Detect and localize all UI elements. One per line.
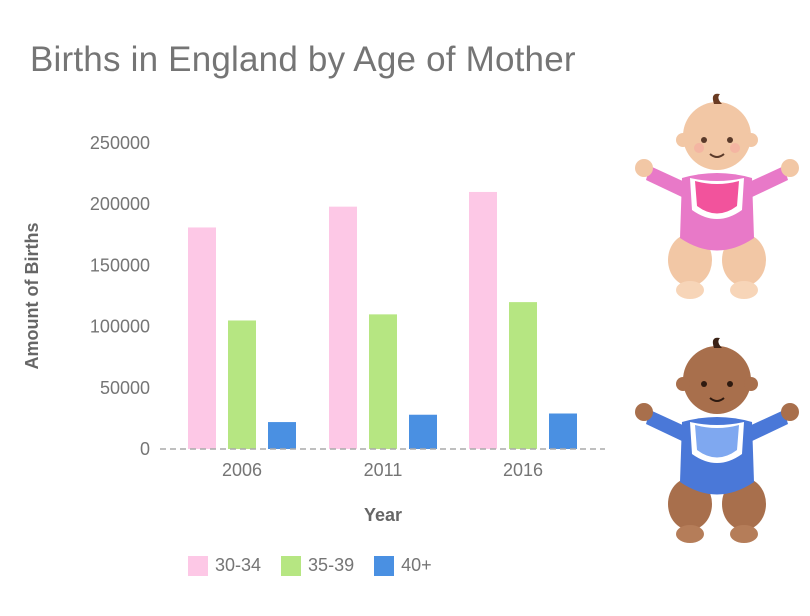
legend-swatch [188,555,208,576]
x-tick-label: 2011 [364,460,403,480]
bar-35-39-2011[interactable] [369,314,397,449]
bar-30-34-2011[interactable] [329,206,357,449]
legend-label: 30-34 [215,555,262,575]
bar-30-34-2016[interactable] [469,191,497,449]
legend-item-30-34[interactable]: 30-34 [188,555,261,576]
legend: 30-34 35-39 40+ [188,555,452,576]
legend-item-35-39[interactable]: 35-39 [281,555,354,576]
x-tick-label: 2016 [503,460,543,480]
y-tick-label: 200000 [90,194,150,214]
y-tick-label: 100000 [90,317,150,337]
bar-40-plus-2016[interactable] [549,413,577,449]
bar-35-39-2006[interactable] [228,320,256,449]
legend-label: 40+ [401,555,432,575]
bar-40-plus-2006[interactable] [268,422,296,449]
x-tick-label: 2006 [222,460,262,480]
legend-swatch [281,555,302,576]
baby-girl-pink-onesie-icon [635,93,799,299]
y-tick-label: 150000 [90,255,150,275]
x-axis-title: Year [364,505,402,525]
legend-swatch [374,555,395,576]
y-axis-title: Amount of Births [22,223,42,370]
y-tick-label: 0 [140,439,150,459]
legend-item-40-plus[interactable]: 40+ [374,555,432,576]
bar-30-34-2006[interactable] [188,227,216,449]
legend-label: 35-39 [308,555,355,575]
bar-40-plus-2011[interactable] [409,414,437,449]
y-tick-label: 250000 [90,133,150,153]
bar-35-39-2016[interactable] [509,302,537,449]
y-tick-label: 50000 [100,378,150,398]
baby-boy-blue-onesie-icon [635,337,799,543]
chart-title: Births in England by Age of Mother [30,40,576,79]
